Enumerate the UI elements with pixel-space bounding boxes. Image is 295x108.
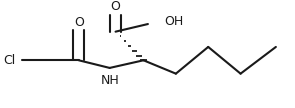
Text: OH: OH <box>164 15 183 28</box>
Text: O: O <box>74 16 84 29</box>
Text: Cl: Cl <box>3 54 16 67</box>
Text: O: O <box>111 0 120 13</box>
Text: NH: NH <box>100 74 119 87</box>
